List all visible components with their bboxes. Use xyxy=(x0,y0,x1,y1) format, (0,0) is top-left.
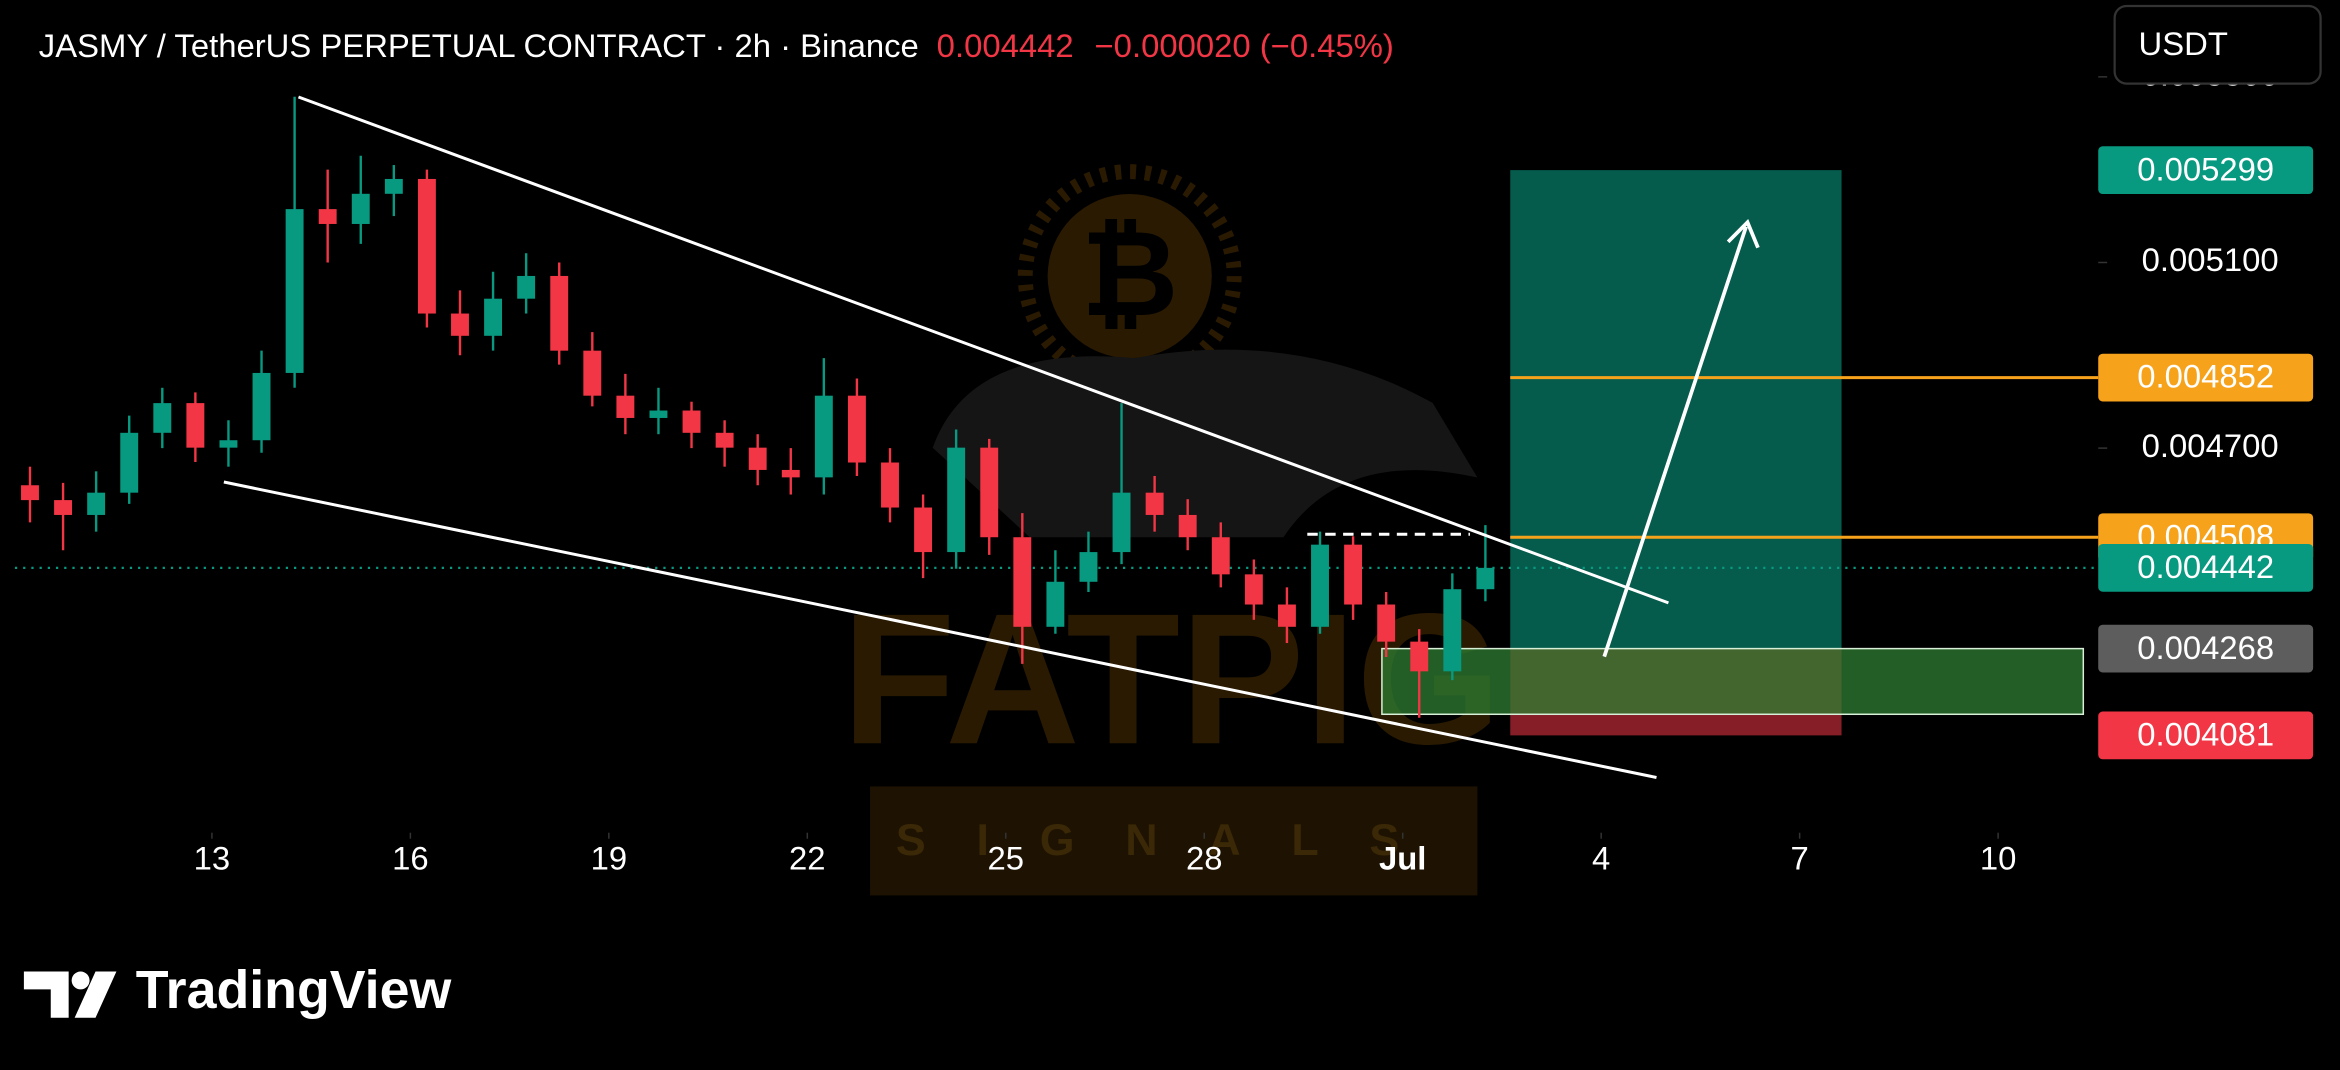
candle-body xyxy=(451,313,469,336)
x-tick-label: Jul xyxy=(1379,840,1426,877)
price-label: 0.005299 xyxy=(2137,150,2274,187)
candle-body xyxy=(219,440,238,448)
candle-body xyxy=(517,275,536,299)
candle-body xyxy=(1410,641,1429,672)
watermark-sub: SIGNALS xyxy=(896,815,1450,865)
candle-body xyxy=(1443,589,1462,672)
price-change: −0.000020 (−0.45%) xyxy=(1095,26,1394,63)
candle-body xyxy=(847,395,866,463)
candle-body xyxy=(748,447,767,470)
candle-body xyxy=(318,209,337,224)
candle-body xyxy=(1277,604,1296,627)
x-tick-label: 7 xyxy=(1791,840,1809,877)
candle-body xyxy=(21,485,39,501)
watermark-coin xyxy=(1047,194,1212,359)
candle-body xyxy=(1046,581,1065,627)
candle-body xyxy=(1344,544,1363,605)
candle-body xyxy=(1311,544,1329,627)
logo-text: TradingView xyxy=(136,960,452,1020)
candle-body xyxy=(1112,492,1131,553)
candle-body xyxy=(649,410,668,418)
candle-body xyxy=(186,403,205,448)
candle-body xyxy=(1244,574,1263,605)
candle-body xyxy=(715,432,734,448)
candle-body xyxy=(1079,552,1098,582)
price-label-box xyxy=(2098,711,2314,760)
x-tick-label: 28 xyxy=(1186,840,1223,877)
candle-body xyxy=(384,178,403,194)
target-arrow-head xyxy=(1726,219,1760,249)
x-tick-label: 25 xyxy=(988,840,1025,877)
price-label-box xyxy=(2098,543,2314,592)
x-tick-label: 22 xyxy=(789,840,826,877)
candle-body xyxy=(914,507,933,553)
candle-body xyxy=(550,275,569,351)
candle-body xyxy=(87,492,106,515)
candle-body xyxy=(980,447,999,538)
x-tick-label: 4 xyxy=(1592,840,1610,877)
y-tick-label: 0.005100 xyxy=(2142,241,2279,278)
zones xyxy=(14,170,2099,736)
price-label: 0.004442 xyxy=(2137,548,2274,585)
logo-mark-dot xyxy=(71,971,90,990)
candle-body xyxy=(583,350,602,396)
candle-body xyxy=(781,469,800,478)
price-label-box xyxy=(2098,624,2314,673)
x-tick-label: 16 xyxy=(392,840,429,877)
candle-body xyxy=(881,462,899,508)
logo-mark-t xyxy=(23,971,69,1018)
currency-button[interactable] xyxy=(2113,4,2322,85)
candle-body xyxy=(153,403,172,433)
candles xyxy=(21,96,1495,718)
candle-body xyxy=(1211,537,1230,575)
wedge-lower xyxy=(223,480,1657,779)
candle-body xyxy=(1178,514,1197,538)
price-label: 0.004268 xyxy=(2137,629,2274,666)
wedge-upper xyxy=(297,95,1669,605)
y-tick-label: 0.004700 xyxy=(2142,427,2279,464)
price-label-box xyxy=(2098,146,2314,195)
header: JASMY / TetherUS PERPETUAL CONTRACT · 2h… xyxy=(39,4,2322,85)
entry-zone xyxy=(1381,647,2085,716)
x-tick-label: 13 xyxy=(194,840,231,877)
last-price: 0.004442 xyxy=(937,26,1074,63)
logo-mark-v xyxy=(74,971,117,1018)
target-zone xyxy=(1510,170,1842,649)
candle-body xyxy=(1145,492,1164,515)
logo: TradingView xyxy=(23,960,452,1020)
candle-body xyxy=(285,209,304,373)
watermark-bitcoin: ₿ xyxy=(1081,208,1178,341)
currency: USDT xyxy=(2139,25,2228,62)
candle-body xyxy=(417,178,436,314)
axes: 0.0055000.0051000.0047000.0052990.004852… xyxy=(194,56,2314,877)
candle-body xyxy=(814,395,833,478)
candle-body xyxy=(252,372,271,441)
candle-body xyxy=(1013,537,1032,627)
candle-body xyxy=(54,500,73,515)
legend-line: JASMY / TetherUS PERPETUAL CONTRACT · 2h… xyxy=(39,26,1394,63)
candle-body xyxy=(120,432,139,493)
candle-body xyxy=(1377,604,1396,642)
candle-body xyxy=(484,298,503,336)
candle-body xyxy=(1476,567,1495,590)
watermark-band xyxy=(870,786,1478,896)
target-arrow xyxy=(1602,226,1748,658)
candle-body xyxy=(616,395,635,418)
price-label: 0.004852 xyxy=(2137,358,2274,395)
candle-body xyxy=(947,447,966,553)
x-tick-label: 10 xyxy=(1980,840,2017,877)
price-label: 0.004081 xyxy=(2137,716,2274,753)
symbol: JASMY / TetherUS PERPETUAL CONTRACT · 2h… xyxy=(39,26,919,63)
candle-body xyxy=(351,193,370,224)
x-tick-label: 19 xyxy=(591,840,628,877)
price-label-box xyxy=(2098,353,2314,402)
watermark-ring xyxy=(1017,164,1242,389)
drawings xyxy=(223,95,1760,779)
candle-body xyxy=(682,410,701,433)
watermark-pig xyxy=(932,349,1478,538)
watermark: ₿ FATPIG SIGNALS xyxy=(842,164,1501,896)
